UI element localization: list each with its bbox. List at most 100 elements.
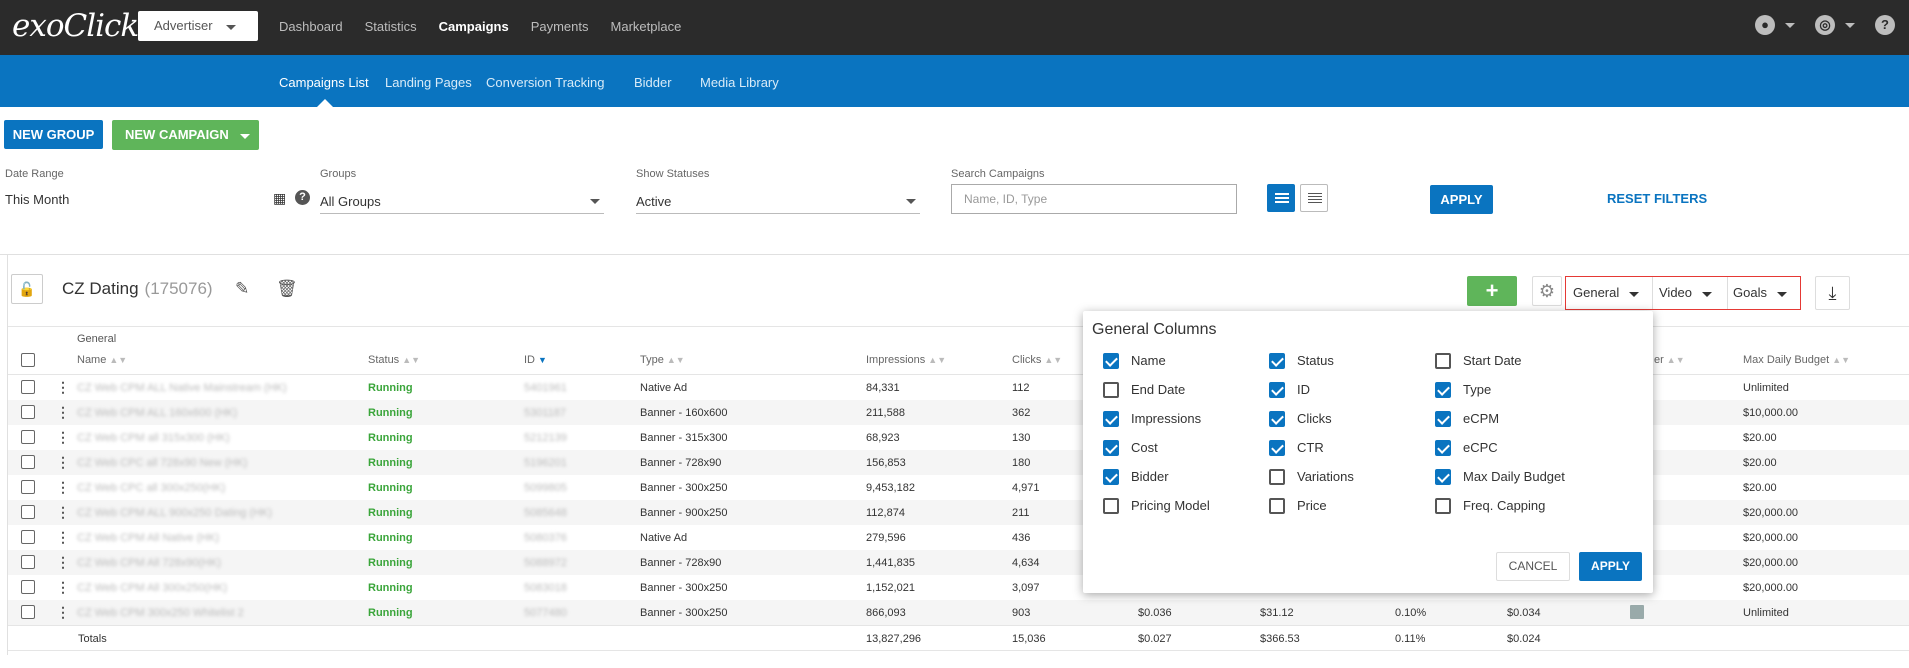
add-campaign-button[interactable]: + (1467, 276, 1517, 306)
column-option-id[interactable]: ID (1269, 381, 1310, 399)
row-menu-icon[interactable]: ⋮ (56, 379, 70, 395)
apply-columns-button[interactable]: APPLY (1579, 552, 1642, 581)
column-settings-button[interactable]: ⚙ (1532, 276, 1562, 306)
row-menu-icon[interactable]: ⋮ (56, 454, 70, 470)
campaign-name[interactable]: CZ Web CPM All Native (HK) (77, 532, 220, 544)
row-checkbox[interactable] (21, 455, 35, 469)
date-range-field[interactable]: This Month ▦ ? (5, 190, 310, 211)
campaign-name[interactable]: CZ Web CPM ALL 160x600 (HK) (77, 407, 238, 419)
table-row[interactable]: ⋮ CZ Web CPM All 300x250(HK) Running 508… (8, 575, 1909, 600)
campaign-name[interactable]: CZ Web CPM ALL Native Mainstream (HK) (77, 382, 287, 394)
download-button[interactable]: ⤓ (1815, 276, 1850, 310)
row-checkbox[interactable] (21, 405, 35, 419)
nav-dashboard[interactable]: Dashboard (279, 19, 343, 34)
row-checkbox[interactable] (21, 380, 35, 394)
subnav-campaigns-list[interactable]: Campaigns List (279, 75, 369, 90)
row-checkbox[interactable] (21, 580, 35, 594)
row-checkbox[interactable] (21, 430, 35, 444)
campaign-name[interactable]: CZ Web CPM All 300x250(HK) (77, 582, 228, 594)
row-menu-icon[interactable]: ⋮ (56, 579, 70, 595)
statuses-select[interactable]: Active (636, 194, 920, 214)
subnav-bidder[interactable]: Bidder (634, 75, 672, 90)
app-logo[interactable]: exoClick (12, 8, 139, 44)
campaign-name[interactable]: CZ Web CPM ALL 900x250 Dating (HK) (77, 507, 273, 519)
row-checkbox[interactable] (21, 505, 35, 519)
table-row[interactable]: ⋮ CZ Web CPM All Native (HK) Running 508… (8, 525, 1909, 550)
header-bidder[interactable]: er ▲▼ (1654, 354, 1685, 366)
campaign-name[interactable]: CZ Web CPM All 728x90(HK) (77, 557, 222, 569)
nav-statistics[interactable]: Statistics (364, 19, 417, 34)
column-group-general[interactable]: General (1573, 285, 1640, 300)
header-id[interactable]: ID ▼ (524, 354, 547, 366)
column-option-status[interactable]: Status (1269, 352, 1334, 370)
column-option-end-date[interactable]: End Date (1103, 381, 1185, 399)
header-max-daily-budget[interactable]: Max Daily Budget ▲▼ (1743, 354, 1850, 366)
column-option-name[interactable]: Name (1103, 352, 1166, 370)
trash-icon[interactable]: 🗑 (276, 279, 298, 298)
calendar-icon[interactable]: ▦ (273, 190, 287, 206)
column-option-ecpc[interactable]: eCPC (1435, 439, 1498, 457)
column-option-impressions[interactable]: Impressions (1103, 410, 1201, 428)
column-checkbox[interactable] (1103, 497, 1119, 514)
column-checkbox[interactable] (1435, 381, 1451, 398)
nav-campaigns[interactable]: Campaigns (438, 19, 509, 34)
account-type-select[interactable]: Advertiser (138, 11, 258, 41)
header-impressions[interactable]: Impressions ▲▼ (866, 354, 946, 366)
new-campaign-button[interactable]: NEW CAMPAIGN (112, 120, 259, 150)
subnav-landing-pages[interactable]: Landing Pages (385, 75, 472, 90)
reset-filters-link[interactable]: RESET FILTERS (1607, 191, 1708, 206)
column-option-bidder[interactable]: Bidder (1103, 468, 1169, 486)
column-checkbox[interactable] (1269, 497, 1285, 514)
search-input[interactable]: Name, ID, Type (951, 184, 1237, 214)
column-option-pricing-model[interactable]: Pricing Model (1103, 497, 1210, 515)
subnav-media-library[interactable]: Media Library (700, 75, 779, 90)
detailed-view-button[interactable] (1267, 184, 1295, 212)
column-checkbox[interactable] (1435, 410, 1451, 427)
chevron-down-icon[interactable] (1785, 22, 1795, 28)
table-row[interactable]: ⋮ CZ Web CPC all 300x250(HK) Running 509… (8, 475, 1909, 500)
column-checkbox[interactable] (1103, 439, 1119, 456)
column-option-clicks[interactable]: Clicks (1269, 410, 1332, 428)
lock-group-button[interactable]: 🔓 (11, 274, 43, 304)
column-group-video[interactable]: Video (1659, 285, 1713, 300)
campaign-name[interactable]: CZ Web CPC all 300x250(HK) (77, 482, 226, 494)
column-option-ecpm[interactable]: eCPM (1435, 410, 1499, 428)
column-option-ctr[interactable]: CTR (1269, 439, 1324, 457)
column-checkbox[interactable] (1435, 468, 1451, 485)
campaign-name[interactable]: CZ Web CPM 300x250 Whitelist 2 (77, 607, 244, 619)
globe-icon[interactable]: ◎ (1815, 15, 1835, 35)
campaign-name[interactable]: CZ Web CPM all 315x300 (HK) (77, 432, 230, 444)
column-checkbox[interactable] (1435, 352, 1451, 369)
column-checkbox[interactable] (1103, 352, 1119, 369)
column-option-type[interactable]: Type (1435, 381, 1491, 399)
column-checkbox[interactable] (1269, 410, 1285, 427)
nav-payments[interactable]: Payments (530, 19, 589, 34)
campaign-name[interactable]: CZ Web CPC all 728x90 New (HK) (77, 457, 248, 469)
column-option-cost[interactable]: Cost (1103, 439, 1158, 457)
row-menu-icon[interactable]: ⋮ (56, 604, 70, 620)
column-option-start-date[interactable]: Start Date (1435, 352, 1522, 370)
row-checkbox[interactable] (21, 480, 35, 494)
row-menu-icon[interactable]: ⋮ (56, 404, 70, 420)
bidder-chart-icon[interactable] (1630, 605, 1644, 619)
row-checkbox[interactable] (21, 555, 35, 569)
row-menu-icon[interactable]: ⋮ (56, 504, 70, 520)
subnav-conversion-tracking[interactable]: Conversion Tracking (486, 75, 605, 90)
groups-select[interactable]: All Groups (320, 194, 604, 214)
row-checkbox[interactable] (21, 605, 35, 619)
help-icon[interactable]: ? (295, 190, 310, 205)
column-option-variations[interactable]: Variations (1269, 468, 1354, 486)
header-name[interactable]: Name ▲▼ (77, 354, 127, 366)
row-menu-icon[interactable]: ⋮ (56, 429, 70, 445)
apply-filters-button[interactable]: APPLY (1430, 185, 1493, 214)
column-checkbox[interactable] (1103, 410, 1119, 427)
column-option-freq-capping[interactable]: Freq. Capping (1435, 497, 1545, 515)
nav-marketplace[interactable]: Marketplace (610, 19, 682, 34)
user-icon[interactable]: ● (1755, 15, 1775, 35)
new-group-button[interactable]: NEW GROUP (4, 120, 103, 149)
table-row[interactable]: ⋮ CZ Web CPM all 315x300 (HK) Running 52… (8, 425, 1909, 450)
row-menu-icon[interactable]: ⋮ (56, 529, 70, 545)
cancel-button[interactable]: CANCEL (1496, 552, 1570, 581)
column-checkbox[interactable] (1435, 497, 1451, 514)
row-checkbox[interactable] (21, 530, 35, 544)
